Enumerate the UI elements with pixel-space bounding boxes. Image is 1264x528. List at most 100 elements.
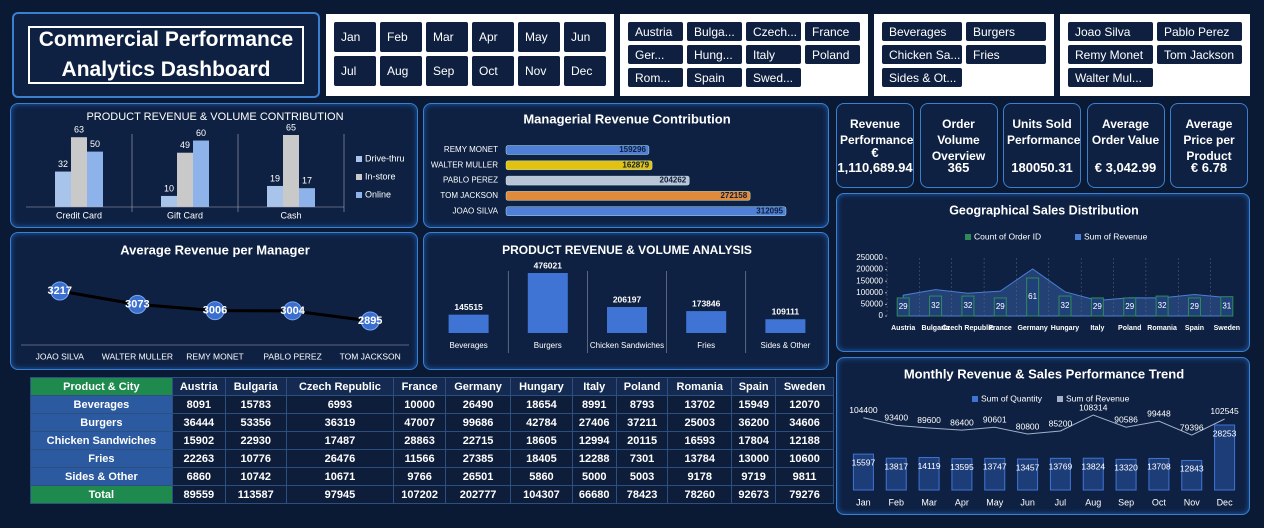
table-cell: 36444 — [171, 413, 226, 432]
data-label: 13747 — [983, 462, 1007, 472]
slicer-button[interactable]: Walter Mul... — [1068, 68, 1153, 87]
header-cell: Spain — [731, 377, 777, 396]
slicer-button[interactable]: Apr — [472, 22, 514, 52]
slicer-button[interactable]: Remy Monet — [1068, 45, 1153, 64]
slicer-button[interactable]: Chicken Sa... — [882, 45, 962, 64]
table-cell: 13000 — [731, 449, 777, 468]
table-row: Beverages 8091 15783 6993 10000 26490 18654 899… — [30, 395, 834, 414]
x-tick-label: Austria — [891, 325, 915, 332]
slicer-button[interactable]: Spain — [687, 68, 742, 87]
slicer-button[interactable]: Czech... — [746, 22, 801, 41]
slicer-button[interactable]: Nov — [518, 56, 560, 86]
y-tick-label: 150000 — [856, 276, 883, 285]
slicer-button[interactable]: Burgers — [966, 22, 1046, 41]
table-cell: 5860 — [510, 467, 573, 486]
x-tick-label: WALTER MULLER — [102, 351, 173, 361]
slicer-button[interactable]: France — [805, 22, 860, 41]
table-cell: 8091 — [171, 395, 226, 414]
legend-label: Count of Order ID — [974, 231, 1041, 241]
chart-title: Geographical Sales Distribution — [949, 203, 1139, 217]
slicer-button[interactable]: Pablo Perez — [1157, 22, 1242, 41]
table-cell: 10671 — [285, 467, 395, 486]
slicer-button[interactable]: Tom Jackson — [1157, 45, 1242, 64]
table-cell: 13784 — [667, 449, 733, 468]
slicer-button[interactable]: Jan — [334, 22, 376, 52]
kpi-value: € 1,110,689.94 — [837, 145, 913, 175]
table-row: Fries 22263 10776 26476 11566 27385 18405 12288… — [30, 449, 834, 468]
data-label: 159296 — [619, 145, 646, 154]
bar — [1187, 297, 1201, 317]
table-cell: 16593 — [667, 431, 733, 450]
data-label: 3006 — [203, 305, 227, 317]
slicer-button[interactable]: Ger... — [628, 45, 683, 64]
slicer-button[interactable]: Rom... — [628, 68, 683, 87]
slicer-button[interactable]: Jul — [334, 56, 376, 86]
slicer-button[interactable]: Feb — [380, 22, 422, 52]
table-cell: 5003 — [615, 467, 669, 486]
slicer-button[interactable]: Jun — [564, 22, 606, 52]
data-label: 206197 — [613, 294, 642, 304]
title: Commercial Performance Analytics Dashboa… — [28, 26, 304, 84]
slicer-button[interactable]: Sep — [426, 56, 468, 86]
table-cell: 99686 — [444, 413, 512, 432]
y-tick-label: JOAO SILVA — [453, 206, 499, 215]
header-cell: Czech Republic — [285, 377, 395, 396]
kpi-label: Average Order Value — [1091, 117, 1160, 147]
kpi-label: Order Volume Overview — [931, 117, 986, 163]
header-cell: Germany — [444, 377, 512, 396]
legend-label: Sum of Revenue — [1066, 393, 1130, 403]
legend-label: Drive-thru — [365, 153, 405, 163]
data-label: 3217 — [48, 285, 72, 297]
header-cell: Product & City — [30, 377, 173, 396]
table-cell: 10600 — [775, 449, 834, 468]
header-cell: Sweden — [775, 377, 834, 396]
slicer-button[interactable]: Bulga... — [687, 22, 742, 41]
table-cell: 6993 — [285, 395, 395, 414]
slicer-button[interactable]: Austria — [628, 22, 683, 41]
slicer-button[interactable]: Joao Silva — [1068, 22, 1153, 41]
bar — [161, 195, 177, 207]
bar — [1058, 295, 1072, 317]
data-label: 28253 — [1213, 428, 1237, 438]
slicer-button[interactable]: Sides & Ot... — [882, 68, 962, 87]
chart: PRODUCT REVENUE & VOLUME ANALYSIS 145515 B… — [448, 243, 811, 353]
table-cell: 107202 — [393, 485, 446, 504]
row-label: Chicken Sandwiches — [30, 431, 173, 450]
slicer-button[interactable]: Dec — [564, 56, 606, 86]
slicer-button[interactable]: Oct — [472, 56, 514, 86]
x-tick-label: Jun — [1020, 497, 1035, 507]
bar — [918, 457, 940, 491]
header-cell: Poland — [615, 377, 669, 396]
table-cell: 9178 — [667, 467, 733, 486]
point — [50, 281, 70, 301]
slicer-button[interactable]: Swed... — [746, 68, 801, 87]
x-tick-label: Poland — [1118, 325, 1141, 332]
x-tick-label: Italy — [1090, 325, 1104, 332]
slicer-button[interactable]: Aug — [380, 56, 422, 86]
slicer-button[interactable]: Poland — [805, 45, 860, 64]
chart-panel: Geographical Sales Distribution Count of … — [836, 193, 1250, 352]
legend-swatch — [356, 156, 362, 162]
chart: PRODUCT REVENUE & VOLUME CONTRIBUTION 32 6… — [26, 111, 405, 220]
slicer-button[interactable]: Italy — [746, 45, 801, 64]
chart: Managerial Revenue Contribution REMY MONE… — [431, 111, 787, 216]
data-label: 29 — [1125, 302, 1134, 311]
slicer-button[interactable]: Fries — [966, 45, 1046, 64]
slicer-button[interactable]: Mar — [426, 22, 468, 52]
slicer-button[interactable]: Beverages — [882, 22, 962, 41]
table-cell: 15949 — [731, 395, 777, 414]
slicer-button[interactable]: May — [518, 22, 560, 52]
x-tick-label: Oct — [1152, 497, 1167, 507]
table-cell: 12188 — [775, 431, 834, 450]
data-label: 3073 — [125, 298, 149, 310]
y-tick-label: WALTER MULLER — [431, 160, 498, 169]
data-label: 50 — [90, 139, 100, 149]
table-cell: 66680 — [571, 485, 617, 504]
slicer-button[interactable]: Hung... — [687, 45, 742, 64]
point — [360, 311, 380, 331]
slicer: Beverages Burgers Chicken Sa... Fries Sides … — [874, 14, 1054, 96]
x-tick-label: JOAO SILVA — [36, 351, 85, 361]
x-tick-label: Mar — [921, 497, 937, 507]
bar — [961, 295, 975, 317]
data-label: 61 — [1028, 292, 1037, 301]
